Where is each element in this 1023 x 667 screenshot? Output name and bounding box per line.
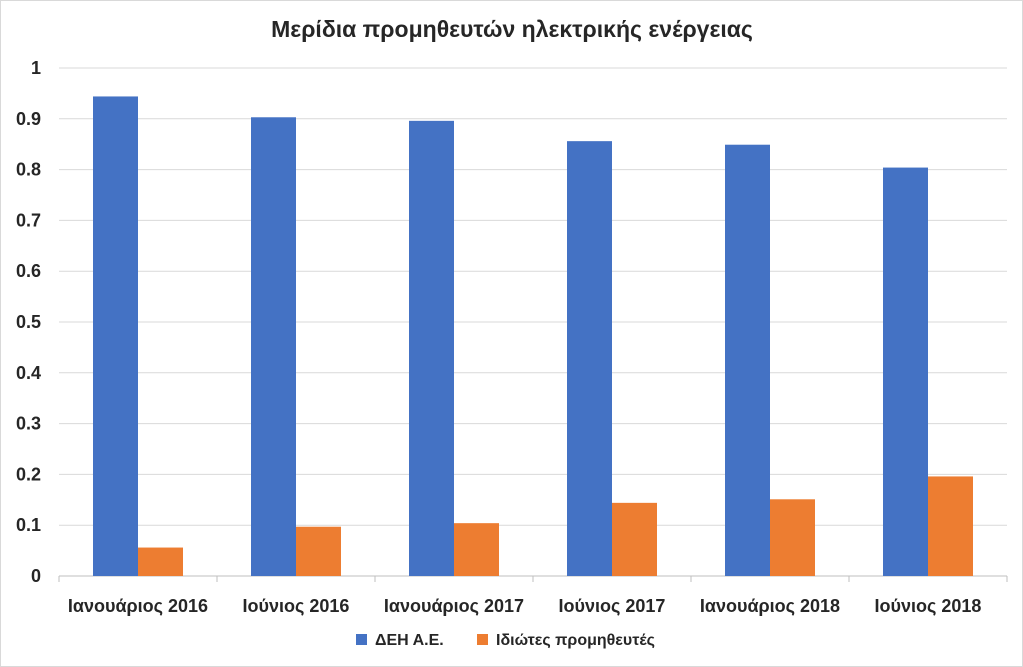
gridlines	[58, 67, 1008, 582]
y-tick-label: 0.9	[16, 109, 41, 129]
bar-deh-4	[725, 144, 770, 576]
legend: ΔΕΗ Α.Ε. Ιδιώτες προμηθευτές	[356, 632, 655, 649]
y-axis-ticks: 0 0.1 0.2 0.3 0.4 0.5 0.6 0.7 0.8 0.9 1	[16, 58, 41, 586]
y-tick-label: 0.6	[16, 261, 41, 281]
y-tick-label: 0.8	[16, 160, 41, 180]
legend-label-deh: ΔΕΗ Α.Ε.	[375, 632, 444, 649]
y-tick-label: 0	[31, 566, 41, 586]
y-tick-label: 0.7	[16, 210, 41, 230]
chart-title: Μερίδια προμηθευτών ηλεκτρικής ενέργειας	[271, 16, 753, 42]
legend-label-private: Ιδιώτες προμηθευτές	[496, 632, 655, 649]
bars	[93, 96, 973, 577]
x-tick-label: Ιούνιος 2017	[559, 596, 666, 616]
bar-private-4	[770, 499, 815, 576]
bar-private-2	[454, 523, 499, 576]
legend-swatch-deh	[356, 634, 367, 645]
bar-deh-1	[251, 117, 296, 576]
bar-private-5	[928, 476, 973, 576]
x-axis-ticks: Ιανουάριος 2016 Ιούνιος 2016 Ιανουάριος 20…	[68, 596, 982, 616]
y-tick-label: 0.3	[16, 414, 41, 434]
x-tick-label: Ιούνιος 2016	[243, 596, 350, 616]
bar-deh-3	[567, 141, 612, 577]
legend-swatch-private	[477, 634, 488, 645]
x-tick-label: Ιούνιος 2018	[875, 596, 982, 616]
x-tick-label: Ιανουάριος 2016	[68, 596, 208, 616]
bar-private-3	[612, 502, 657, 576]
y-tick-label: 0.2	[16, 464, 41, 484]
bar-deh-2	[409, 120, 454, 576]
bar-deh-5	[883, 167, 928, 576]
x-tick-label: Ιανουάριος 2018	[700, 596, 840, 616]
y-tick-label: 1	[31, 58, 41, 78]
x-tick-label: Ιανουάριος 2017	[384, 596, 524, 616]
bar-private-1	[296, 526, 341, 576]
bar-deh-0	[93, 96, 138, 576]
y-tick-label: 0.5	[16, 312, 41, 332]
y-tick-label: 0.1	[16, 515, 41, 535]
y-tick-label: 0.4	[16, 363, 41, 383]
bar-private-0	[138, 547, 183, 576]
